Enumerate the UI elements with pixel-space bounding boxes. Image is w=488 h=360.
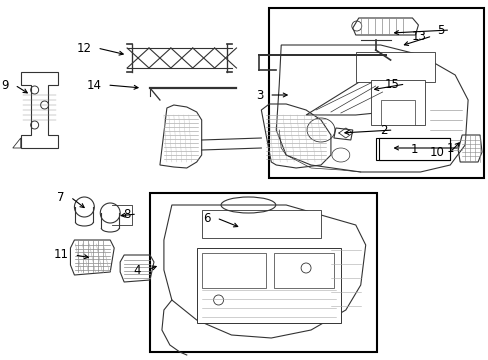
Bar — [201, 210, 320, 238]
Bar — [196, 248, 340, 323]
Bar — [380, 100, 415, 125]
Bar — [274, 253, 333, 288]
Text: 9: 9 — [1, 78, 9, 91]
Text: 2: 2 — [379, 123, 387, 136]
Text: 1: 1 — [446, 141, 453, 154]
Text: 11: 11 — [53, 248, 68, 261]
Text: 5: 5 — [436, 23, 444, 36]
Bar — [269, 8, 483, 178]
Text: 13: 13 — [410, 30, 426, 42]
Bar — [150, 193, 376, 352]
Text: 14: 14 — [86, 78, 101, 91]
Text: 4: 4 — [133, 264, 141, 276]
Text: 10: 10 — [428, 145, 444, 158]
Bar — [370, 80, 425, 125]
Bar — [375, 138, 449, 160]
Text: 6: 6 — [203, 212, 210, 225]
Bar — [355, 52, 434, 82]
Text: 3: 3 — [255, 89, 263, 102]
Text: 15: 15 — [384, 77, 399, 90]
Text: 8: 8 — [123, 207, 131, 220]
Bar — [378, 138, 449, 160]
Bar — [201, 253, 266, 288]
Text: 12: 12 — [76, 41, 91, 54]
Text: 7: 7 — [57, 190, 64, 203]
Text: 1: 1 — [410, 143, 417, 156]
